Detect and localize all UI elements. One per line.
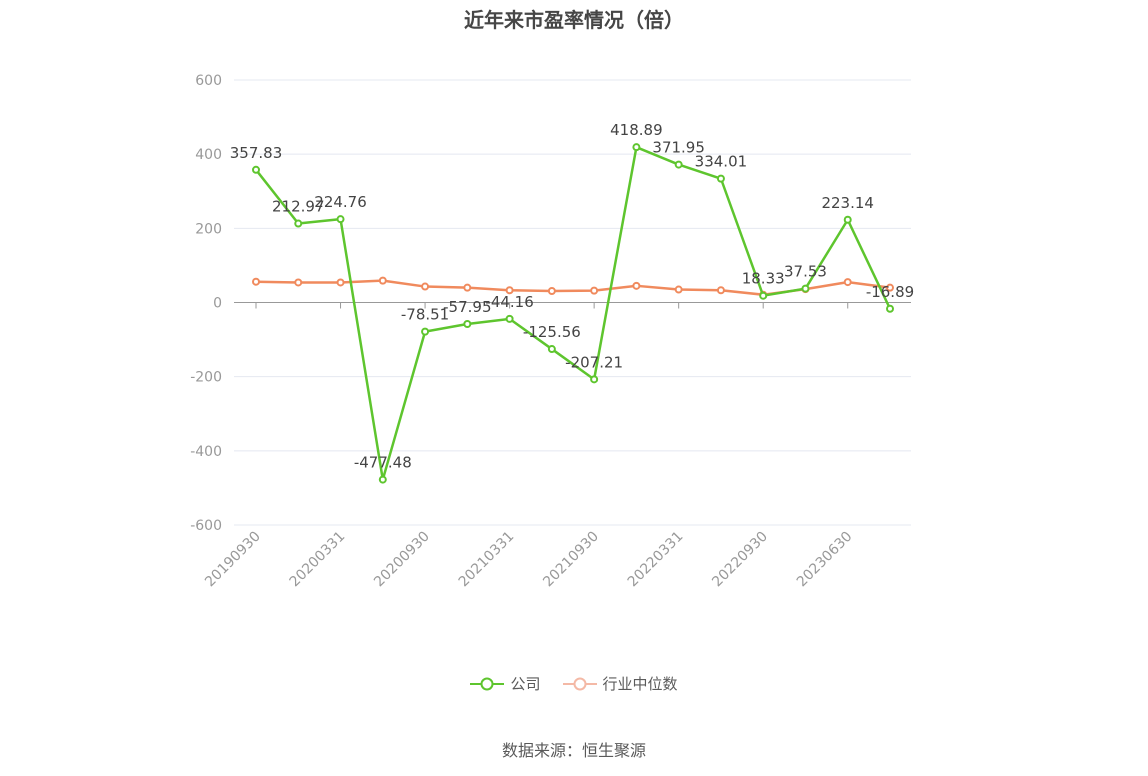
data-label: 418.89 xyxy=(610,121,663,139)
data-label: 223.14 xyxy=(821,194,874,212)
y-tick-label: -200 xyxy=(190,370,222,386)
y-tick-label: 400 xyxy=(195,147,222,163)
data-label: -477.48 xyxy=(354,454,412,472)
company-data-point xyxy=(505,314,514,323)
y-tick-label: -400 xyxy=(190,444,222,460)
x-tick-label: 20210331 xyxy=(456,529,518,591)
y-tick-label: 600 xyxy=(195,73,222,89)
legend: 公司 行业中位数 xyxy=(0,673,1148,694)
grid-layer xyxy=(234,79,911,526)
data-label: 334.01 xyxy=(695,153,748,171)
legend-industry-label: 行业中位数 xyxy=(602,675,678,693)
data-source: 数据来源：恒生聚源 xyxy=(501,741,646,760)
x-tick-label: 20210930 xyxy=(540,529,602,591)
chart-title: 近年来市盈率情况（倍） xyxy=(464,8,684,32)
industry-data-point xyxy=(463,283,472,292)
company-data-point xyxy=(463,319,472,328)
x-tick-label: 20200930 xyxy=(371,529,433,591)
industry-data-point xyxy=(505,286,514,295)
company-data-point xyxy=(590,375,599,384)
industry-data-point xyxy=(252,277,260,286)
industry-data-point xyxy=(336,278,345,287)
data-label: -207.21 xyxy=(565,353,623,371)
data-label: -16.89 xyxy=(866,283,914,301)
x-tick-label: 20230630 xyxy=(794,529,856,591)
company-data-point xyxy=(801,284,810,293)
data-label: 18.33 xyxy=(742,270,785,288)
company-data-point xyxy=(632,143,641,152)
industry-data-point xyxy=(590,286,599,295)
industry-data-point xyxy=(421,282,430,291)
data-label: -57.95 xyxy=(443,298,491,316)
company-data-point xyxy=(886,304,894,313)
company-data-point xyxy=(716,174,725,183)
y-tick-label: 0 xyxy=(213,296,222,312)
company-data-point xyxy=(759,291,768,300)
data-label: 224.76 xyxy=(314,193,367,211)
company-data-point xyxy=(378,475,387,484)
data-label: -78.51 xyxy=(401,306,449,324)
industry-data-point xyxy=(716,286,725,295)
y-tick-label: 200 xyxy=(195,221,222,237)
company-data-point xyxy=(421,327,430,336)
company-data-point xyxy=(294,219,303,228)
data-label: 37.53 xyxy=(784,263,827,281)
legend-item-industry[interactable]: 行业中位数 xyxy=(562,673,678,694)
industry-data-point xyxy=(674,285,683,294)
x-tick-label: 20190930 xyxy=(202,529,264,591)
company-data-point xyxy=(547,345,556,354)
company-data-point xyxy=(674,160,683,169)
series-layer xyxy=(252,143,894,484)
company-series-line xyxy=(255,145,892,481)
legend-company-label: 公司 xyxy=(510,675,541,693)
data-label: 371.95 xyxy=(652,139,705,157)
data-label: 212.97 xyxy=(272,198,325,216)
company-data-point xyxy=(843,215,852,224)
x-tick-label: 20220331 xyxy=(625,529,687,591)
industry-data-point xyxy=(886,283,894,292)
legend-company-icon xyxy=(470,677,505,690)
industry-data-point xyxy=(632,281,641,290)
x-tick-label: 20220930 xyxy=(709,529,771,591)
data-label: -44.16 xyxy=(485,293,533,311)
company-data-point xyxy=(336,215,345,224)
industry-data-point xyxy=(294,278,303,287)
industry-data-point xyxy=(843,278,852,287)
data-label: -125.56 xyxy=(523,323,581,341)
data-label: 357.83 xyxy=(230,144,283,162)
legend-item-company[interactable]: 公司 xyxy=(470,673,541,694)
y-tick-label: -600 xyxy=(190,518,222,534)
x-tick-label: 20200331 xyxy=(287,529,349,591)
industry-data-point xyxy=(547,287,556,296)
legend-industry-icon xyxy=(562,677,597,690)
company-data-point xyxy=(252,165,260,174)
industry-data-point xyxy=(378,276,387,285)
